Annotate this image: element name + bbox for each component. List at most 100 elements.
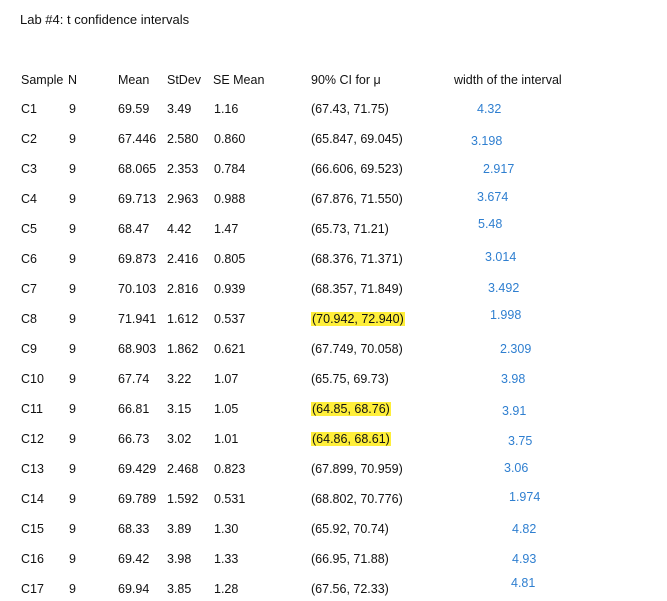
cell-interval-width: 3.06 <box>504 461 529 475</box>
header-n: N <box>68 73 78 87</box>
cell-stdev: 3.98 <box>167 552 192 566</box>
cell-interval-width: 3.674 <box>477 190 509 204</box>
cell-interval-width: 2.917 <box>483 162 515 176</box>
cell-n: 9 <box>69 402 76 416</box>
cell-interval-width: 4.81 <box>511 576 536 590</box>
cell-sample: C1 <box>21 102 37 116</box>
highlighted-ci: (64.85, 68.76) <box>311 402 391 416</box>
cell-interval-width: 5.48 <box>478 217 503 231</box>
cell-sample: C5 <box>21 222 37 236</box>
cell-se-mean: 0.860 <box>214 132 246 146</box>
header-mean: Mean <box>118 73 150 87</box>
lab-title: Lab #4: t confidence intervals <box>20 12 190 27</box>
cell-interval-width: 3.014 <box>485 250 517 264</box>
cell-ci: (70.942, 72.940) <box>311 311 405 327</box>
cell-se-mean: 1.01 <box>214 432 239 446</box>
cell-se-mean: 1.47 <box>214 222 239 236</box>
cell-sample: C11 <box>21 402 44 416</box>
header-se-mean: SE Mean <box>213 73 265 87</box>
cell-mean: 68.903 <box>118 342 157 356</box>
cell-stdev: 3.85 <box>167 582 192 596</box>
cell-mean: 69.873 <box>118 252 157 266</box>
cell-ci: (67.749, 70.058) <box>311 342 403 356</box>
cell-mean: 69.429 <box>118 462 157 476</box>
cell-ci: (65.92, 70.74) <box>311 522 389 536</box>
cell-se-mean: 0.823 <box>214 462 246 476</box>
cell-interval-width: 3.198 <box>471 134 503 148</box>
cell-ci: (68.357, 71.849) <box>311 282 403 296</box>
cell-stdev: 2.416 <box>167 252 199 266</box>
cell-se-mean: 1.28 <box>214 582 239 596</box>
cell-sample: C2 <box>21 132 37 146</box>
cell-n: 9 <box>69 252 76 266</box>
cell-se-mean: 0.805 <box>214 252 246 266</box>
cell-interval-width: 2.309 <box>500 342 532 356</box>
cell-mean: 69.713 <box>118 192 157 206</box>
cell-se-mean: 0.621 <box>214 342 246 356</box>
cell-sample: C12 <box>21 432 44 446</box>
cell-sample: C4 <box>21 192 37 206</box>
cell-mean: 68.47 <box>118 222 150 236</box>
cell-se-mean: 1.16 <box>214 102 239 116</box>
cell-mean: 68.065 <box>118 162 157 176</box>
cell-mean: 68.33 <box>118 522 150 536</box>
cell-ci: (65.75, 69.73) <box>311 372 389 386</box>
cell-ci: (67.43, 71.75) <box>311 102 389 116</box>
cell-sample: C14 <box>21 492 44 506</box>
cell-ci: (68.802, 70.776) <box>311 492 403 506</box>
cell-interval-width: 3.91 <box>502 404 527 418</box>
cell-stdev: 3.15 <box>167 402 192 416</box>
cell-se-mean: 1.33 <box>214 552 239 566</box>
cell-n: 9 <box>69 582 76 596</box>
cell-n: 9 <box>69 132 76 146</box>
cell-ci: (66.606, 69.523) <box>311 162 403 176</box>
header-width: width of the interval <box>454 73 562 87</box>
cell-n: 9 <box>69 432 76 446</box>
cell-se-mean: 1.07 <box>214 372 239 386</box>
cell-interval-width: 3.492 <box>488 281 520 295</box>
cell-mean: 70.103 <box>118 282 157 296</box>
cell-stdev: 1.612 <box>167 312 199 326</box>
header-ci: 90% CI for μ <box>311 73 381 87</box>
cell-se-mean: 0.537 <box>214 312 246 326</box>
cell-stdev: 3.22 <box>167 372 192 386</box>
cell-sample: C16 <box>21 552 44 566</box>
cell-mean: 67.74 <box>118 372 150 386</box>
cell-interval-width: 4.82 <box>512 522 537 536</box>
cell-ci: (65.73, 71.21) <box>311 222 389 236</box>
cell-n: 9 <box>69 162 76 176</box>
cell-ci: (65.847, 69.045) <box>311 132 403 146</box>
cell-mean: 71.941 <box>118 312 157 326</box>
highlighted-ci: (64.86, 68.61) <box>311 432 391 446</box>
cell-sample: C9 <box>21 342 37 356</box>
cell-ci: (67.899, 70.959) <box>311 462 403 476</box>
cell-interval-width: 1.974 <box>509 490 541 504</box>
cell-mean: 69.94 <box>118 582 150 596</box>
cell-n: 9 <box>69 102 76 116</box>
cell-stdev: 1.592 <box>167 492 199 506</box>
cell-sample: C15 <box>21 522 44 536</box>
header-stdev: StDev <box>167 73 202 87</box>
cell-sample: C7 <box>21 282 37 296</box>
cell-mean: 67.446 <box>118 132 157 146</box>
cell-stdev: 4.42 <box>167 222 192 236</box>
cell-n: 9 <box>69 522 76 536</box>
cell-ci: (67.876, 71.550) <box>311 192 403 206</box>
cell-ci: (68.376, 71.371) <box>311 252 403 266</box>
cell-sample: C6 <box>21 252 37 266</box>
cell-n: 9 <box>69 552 76 566</box>
cell-stdev: 3.02 <box>167 432 192 446</box>
cell-n: 9 <box>69 462 76 476</box>
cell-stdev: 2.580 <box>167 132 199 146</box>
cell-stdev: 2.816 <box>167 282 199 296</box>
cell-se-mean: 0.531 <box>214 492 246 506</box>
cell-se-mean: 1.05 <box>214 402 239 416</box>
cell-n: 9 <box>69 372 76 386</box>
cell-ci: (64.85, 68.76) <box>311 401 391 417</box>
highlighted-ci: (70.942, 72.940) <box>311 312 405 326</box>
cell-stdev: 3.49 <box>167 102 192 116</box>
cell-sample: C17 <box>21 582 44 596</box>
cell-mean: 66.81 <box>118 402 150 416</box>
cell-interval-width: 1.998 <box>490 308 522 322</box>
cell-stdev: 2.468 <box>167 462 199 476</box>
